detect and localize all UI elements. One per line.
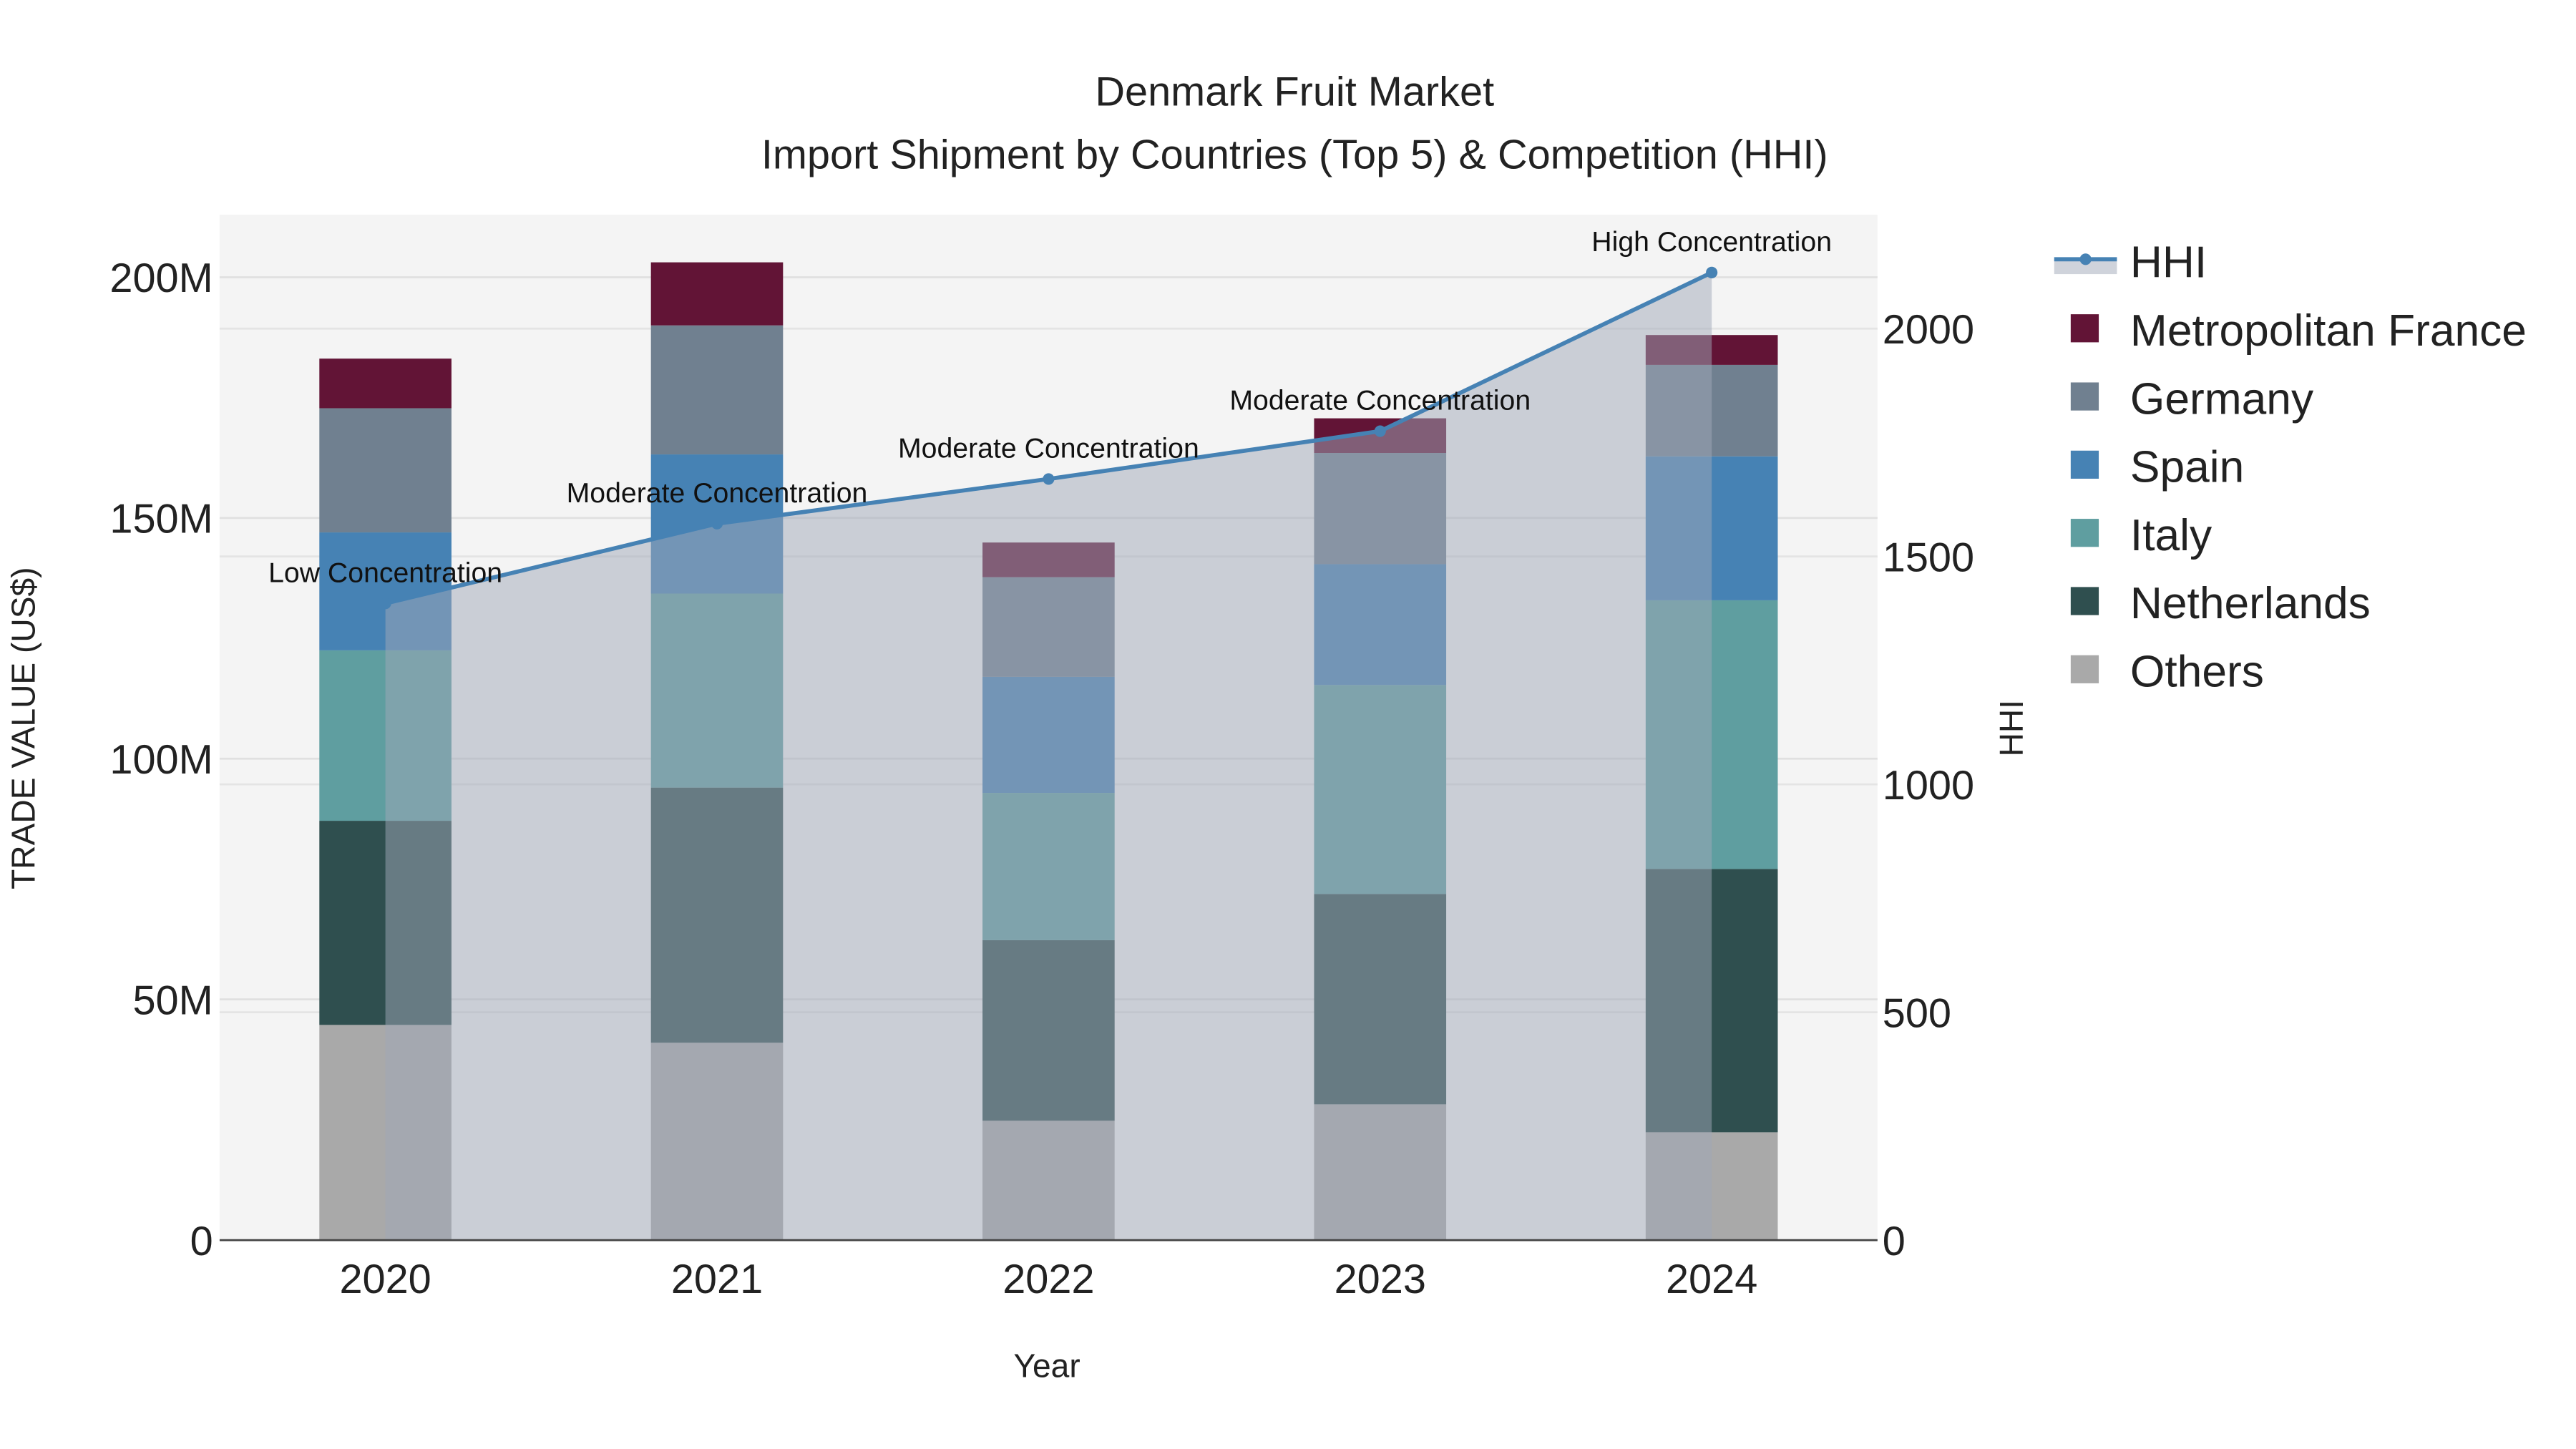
hhi-annotation: High Concentration bbox=[1591, 226, 1832, 258]
bar-germany bbox=[650, 325, 784, 455]
y2-tick-label: 1000 bbox=[1883, 763, 1974, 809]
legend-label: Others bbox=[2130, 648, 2264, 697]
hhi-point bbox=[1374, 425, 1386, 437]
y-tick-label: 0 bbox=[190, 1219, 213, 1264]
legend-swatch bbox=[2070, 450, 2099, 479]
bar-metropolitan-france bbox=[650, 262, 784, 326]
x-tick-label: 2021 bbox=[671, 1257, 763, 1302]
x-tick-label: 2024 bbox=[1666, 1257, 1757, 1302]
legend-hhi-fill bbox=[2054, 259, 2117, 275]
legend-label: Germany bbox=[2130, 374, 2314, 424]
hhi-annotation: Low Concentration bbox=[268, 557, 502, 588]
hhi-annotation: Moderate Concentration bbox=[898, 432, 1199, 464]
y-tick-label: 100M bbox=[109, 737, 213, 783]
legend-swatch bbox=[2070, 382, 2099, 411]
y2-tick-label: 0 bbox=[1883, 1219, 1906, 1264]
legend-label: Metropolitan France bbox=[2130, 306, 2527, 356]
y-tick-label: 50M bbox=[132, 977, 213, 1023]
hhi-annotation: Moderate Concentration bbox=[1229, 385, 1531, 416]
legend-swatch bbox=[2070, 655, 2099, 683]
bar-germany bbox=[319, 408, 452, 533]
hhi-point bbox=[1706, 266, 1718, 278]
x-tick-label: 2020 bbox=[339, 1257, 431, 1302]
legend-hhi-marker bbox=[2079, 253, 2092, 265]
legend: HHI Metropolitan France Germany Spain Italy N… bbox=[2054, 238, 2527, 697]
legend-swatch bbox=[2070, 314, 2099, 343]
legend-label: Spain bbox=[2130, 443, 2244, 492]
x-axis-title: Year bbox=[1013, 1347, 1080, 1385]
legend-label: Netherlands bbox=[2130, 579, 2371, 628]
chart-title: Denmark Fruit Market bbox=[1095, 69, 1494, 115]
y2-tick-label: 1500 bbox=[1883, 535, 1974, 580]
axes: 0 50M 100M 150M 200M 0 500 1000 1500 2000 2020 2021… bbox=[109, 255, 1974, 1302]
x-tick-label: 2023 bbox=[1335, 1257, 1426, 1302]
y2-axis-title: HHI bbox=[1993, 700, 2030, 756]
legend-label: HHI bbox=[2130, 238, 2207, 288]
bar-metropolitan-france bbox=[319, 358, 452, 409]
legend-swatch bbox=[2070, 519, 2099, 547]
y-axis-title: TRADE VALUE (US$) bbox=[4, 567, 42, 889]
hhi-point bbox=[379, 597, 391, 610]
hhi-point bbox=[711, 517, 723, 530]
y2-tick-label: 500 bbox=[1883, 990, 1951, 1036]
legend-label: Italy bbox=[2130, 511, 2212, 560]
legend-swatch bbox=[2070, 587, 2099, 615]
hhi-annotation: Moderate Concentration bbox=[567, 477, 868, 509]
y-tick-label: 200M bbox=[109, 255, 213, 301]
y-tick-label: 150M bbox=[109, 497, 213, 542]
x-tick-label: 2022 bbox=[1002, 1257, 1094, 1302]
hhi-area bbox=[385, 272, 1712, 1241]
hhi-point bbox=[1043, 473, 1055, 485]
hhi-series: Low Concentration Moderate Concentration M… bbox=[268, 226, 1832, 1241]
y2-tick-label: 2000 bbox=[1883, 307, 1974, 353]
chart-subtitle: Import Shipment by Countries (Top 5) & C… bbox=[761, 132, 1828, 177]
